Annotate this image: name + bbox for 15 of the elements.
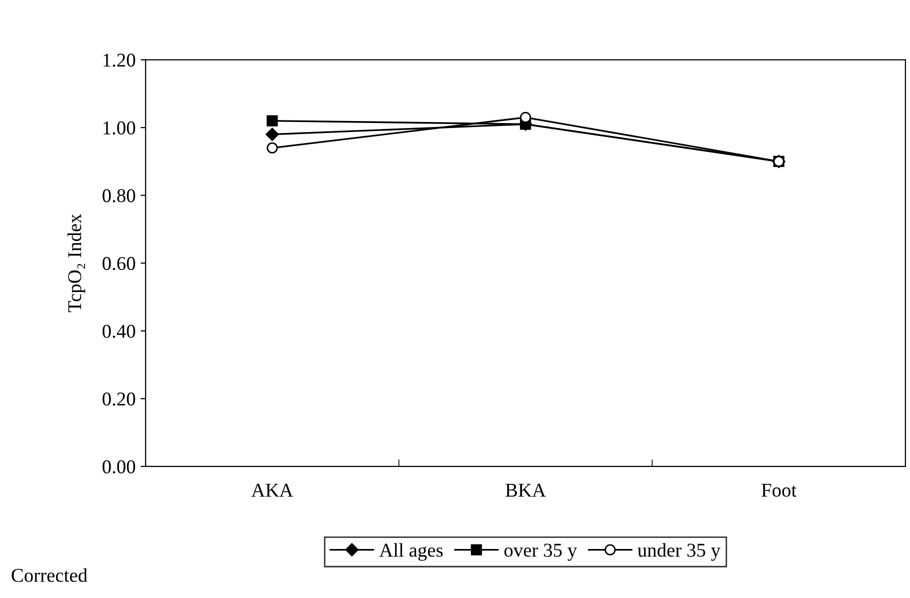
legend-label: over 35 y: [504, 544, 578, 561]
y-tick-label: 0.80: [102, 189, 136, 202]
y-tick-label: 1.00: [104, 121, 136, 135]
x-tick-label: BKA: [506, 484, 546, 497]
y-tick-label: 0.40: [102, 324, 136, 338]
y-tick-label: 0.20: [102, 392, 136, 406]
y-tick-label: 0.60: [102, 256, 136, 270]
y-tick-label: 0.00: [102, 460, 136, 474]
y-tick-label: 1.20: [104, 54, 136, 67]
text: Corrected: [12, 568, 88, 582]
x-tick-label: AKA: [251, 484, 294, 497]
legend-label: All ages: [379, 543, 443, 561]
legend-label: under 35 y: [638, 543, 720, 561]
y-axis-title: TcpO₂ Index: [68, 214, 86, 312]
x-tick-label: Foot: [762, 484, 797, 497]
